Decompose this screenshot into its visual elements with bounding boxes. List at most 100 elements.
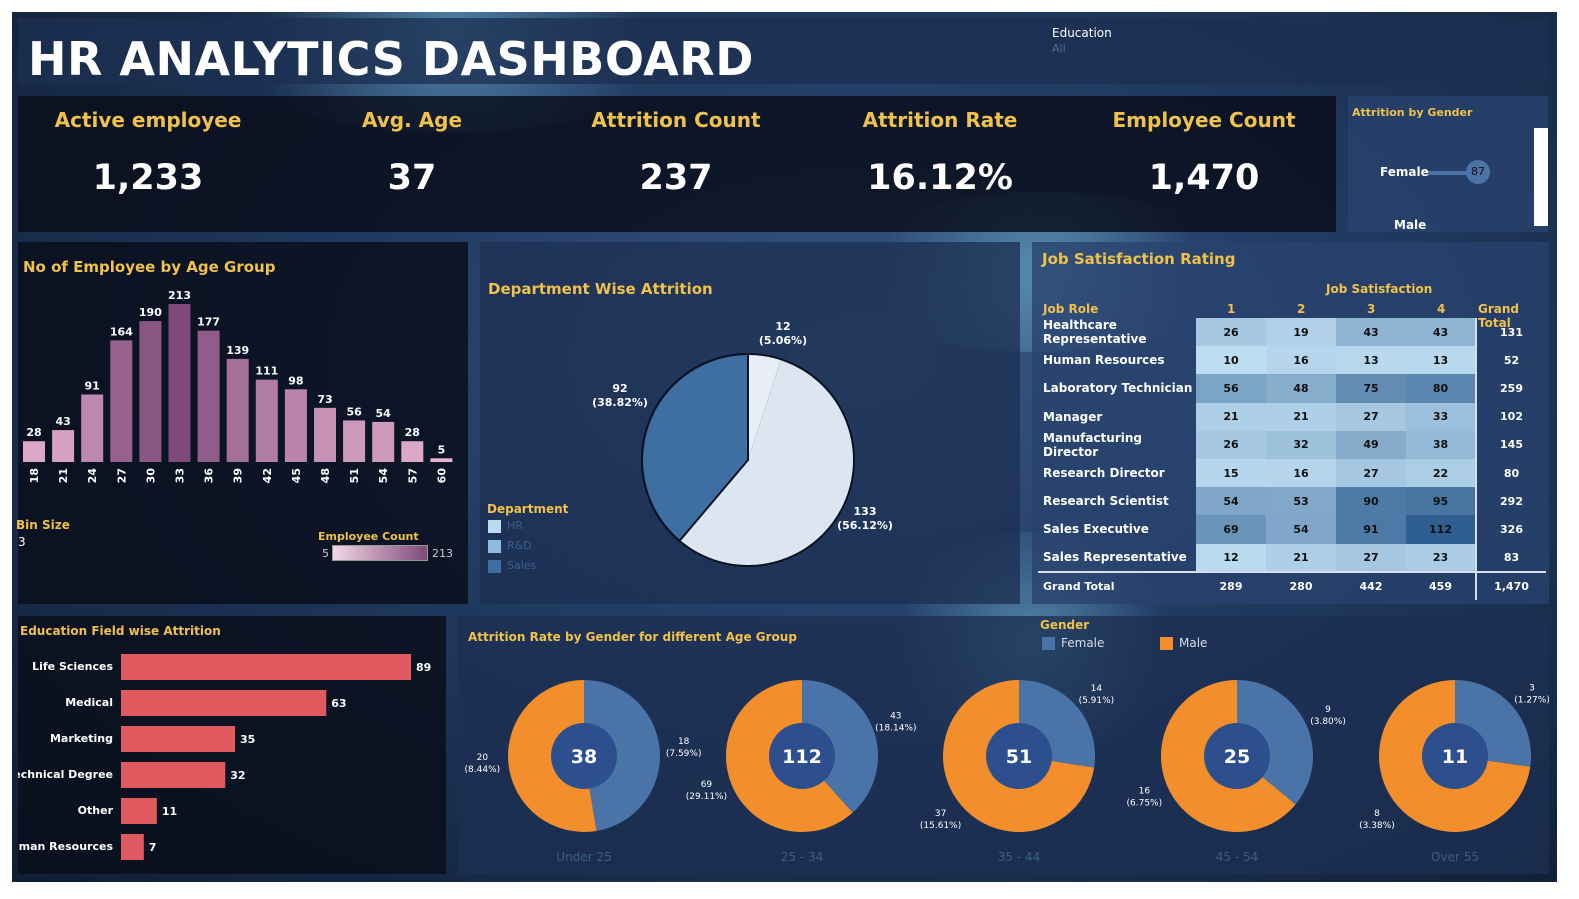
education-bar[interactable] bbox=[121, 654, 411, 680]
satisfaction-cell[interactable]: 21 bbox=[1266, 402, 1336, 431]
age-tick-label: 36 bbox=[203, 468, 216, 484]
education-bar[interactable] bbox=[121, 834, 144, 860]
education-value-label: 7 bbox=[149, 841, 157, 854]
row-total-cell: 52 bbox=[1475, 346, 1546, 375]
age-bar[interactable] bbox=[23, 441, 45, 462]
education-filter-value[interactable]: All bbox=[1052, 42, 1066, 55]
satisfaction-cell[interactable]: 26 bbox=[1196, 430, 1266, 459]
satisfaction-cell[interactable]: 16 bbox=[1266, 346, 1336, 375]
satisfaction-cell[interactable]: 69 bbox=[1196, 515, 1266, 544]
satisfaction-cell[interactable]: 13 bbox=[1336, 346, 1406, 375]
legend-item-hr[interactable]: HR bbox=[488, 519, 523, 533]
age-bar[interactable] bbox=[226, 358, 249, 462]
legend-swatch bbox=[488, 559, 501, 573]
satisfaction-cell[interactable]: 48 bbox=[1266, 374, 1336, 403]
satisfaction-cell[interactable]: 32 bbox=[1266, 430, 1336, 459]
satisfaction-cell[interactable]: 16 bbox=[1266, 458, 1336, 488]
male-label: Male bbox=[1394, 218, 1427, 232]
donut-female-pct: (1.27%) bbox=[1514, 695, 1549, 705]
female-value-dot[interactable]: 87 bbox=[1466, 160, 1490, 184]
satisfaction-cell[interactable]: 112 bbox=[1406, 515, 1476, 544]
satisfaction-cell[interactable]: 23 bbox=[1406, 543, 1476, 572]
bin-size-value[interactable]: 3 bbox=[18, 535, 26, 549]
education-bar[interactable] bbox=[121, 798, 157, 824]
education-bar[interactable] bbox=[121, 690, 327, 716]
table-row: Human Resources 10 16 13 13 52 bbox=[1038, 346, 1546, 375]
education-bar[interactable] bbox=[121, 726, 236, 752]
legend-item-female[interactable]: Female bbox=[1042, 636, 1104, 650]
age-bar-value-label: 43 bbox=[55, 415, 70, 428]
legend-item-sales[interactable]: Sales bbox=[488, 559, 536, 573]
age-tick-label: 39 bbox=[232, 468, 245, 483]
age-tick-label: 42 bbox=[261, 468, 274, 483]
age-bar[interactable] bbox=[81, 394, 104, 462]
row-total-cell: 145 bbox=[1475, 430, 1546, 459]
satisfaction-cell[interactable]: 27 bbox=[1336, 543, 1406, 572]
age-bar[interactable] bbox=[401, 441, 424, 462]
donut-hole bbox=[551, 723, 617, 789]
satisfaction-cell[interactable]: 49 bbox=[1336, 430, 1406, 459]
age-tick-label: 24 bbox=[86, 468, 99, 484]
scrollbar[interactable] bbox=[1534, 128, 1548, 226]
age-group-panel: No of Employee by Age Group 28 18 43 21 91 24… bbox=[16, 242, 468, 604]
age-bar[interactable] bbox=[372, 421, 395, 462]
age-bar[interactable] bbox=[430, 458, 453, 462]
kpi-avg-age: Avg. Age 37 bbox=[292, 96, 532, 198]
age-bar[interactable] bbox=[197, 330, 220, 462]
satisfaction-cell[interactable]: 33 bbox=[1406, 402, 1476, 431]
satisfaction-cell[interactable]: 56 bbox=[1196, 374, 1266, 403]
job-satisfaction-panel: Job Satisfaction Rating Job Satisfaction… bbox=[1032, 242, 1549, 604]
satisfaction-cell[interactable]: 53 bbox=[1266, 487, 1336, 516]
legend-item-rd[interactable]: R&D bbox=[488, 539, 532, 553]
age-bar[interactable] bbox=[255, 379, 278, 462]
age-bar[interactable] bbox=[314, 407, 336, 462]
satisfaction-cell[interactable]: 80 bbox=[1406, 374, 1476, 403]
satisfaction-cell[interactable]: 22 bbox=[1406, 458, 1476, 488]
age-tick-label: 21 bbox=[57, 468, 70, 483]
table-row: Manager 21 21 27 33 102 bbox=[1038, 402, 1546, 431]
satisfaction-cell[interactable]: 43 bbox=[1406, 318, 1476, 347]
satisfaction-cell[interactable]: 26 bbox=[1196, 318, 1266, 347]
kpi-attrition-count: Attrition Count 237 bbox=[556, 96, 796, 198]
satisfaction-cell[interactable]: 21 bbox=[1266, 543, 1336, 572]
age-bar-value-label: 164 bbox=[110, 325, 133, 338]
satisfaction-cell[interactable]: 27 bbox=[1336, 402, 1406, 431]
education-category-label: Other bbox=[78, 804, 114, 817]
age-tick-label: 30 bbox=[144, 468, 157, 484]
age-bar[interactable] bbox=[139, 321, 162, 462]
age-bar[interactable] bbox=[110, 340, 133, 462]
donut-total-label: 25 bbox=[1224, 746, 1250, 768]
age-bar[interactable] bbox=[284, 389, 307, 462]
gender-age-panel: Attrition Rate by Gender for different A… bbox=[458, 616, 1549, 874]
donut-female-slice[interactable] bbox=[584, 680, 660, 831]
col-header-1: 1 bbox=[1227, 302, 1236, 316]
donut-female-value: 43 bbox=[890, 711, 901, 721]
satisfaction-cell[interactable]: 90 bbox=[1336, 487, 1406, 516]
satisfaction-cell[interactable]: 54 bbox=[1196, 487, 1266, 516]
satisfaction-cell[interactable]: 13 bbox=[1406, 346, 1476, 375]
satisfaction-cell[interactable]: 91 bbox=[1336, 515, 1406, 544]
age-bar[interactable] bbox=[343, 420, 366, 462]
age-bar[interactable] bbox=[52, 430, 75, 462]
satisfaction-cell[interactable]: 27 bbox=[1336, 458, 1406, 488]
donut-female-slice[interactable] bbox=[1237, 680, 1313, 805]
satisfaction-cell[interactable]: 19 bbox=[1266, 318, 1336, 347]
age-tick-label: 48 bbox=[319, 468, 332, 483]
satisfaction-cell[interactable]: 15 bbox=[1196, 458, 1266, 488]
satisfaction-cell[interactable]: 10 bbox=[1196, 346, 1266, 375]
table-row: Research Scientist 54 53 90 95 292 bbox=[1038, 487, 1546, 516]
satisfaction-cell[interactable]: 43 bbox=[1336, 318, 1406, 347]
satisfaction-cell[interactable]: 54 bbox=[1266, 515, 1336, 544]
legend-label: Female bbox=[1061, 636, 1105, 650]
satisfaction-cell[interactable]: 95 bbox=[1406, 487, 1476, 516]
legend-max: 213 bbox=[432, 547, 453, 560]
satisfaction-cell[interactable]: 75 bbox=[1336, 374, 1406, 403]
satisfaction-cell[interactable]: 12 bbox=[1196, 543, 1266, 572]
education-bar[interactable] bbox=[121, 762, 226, 788]
satisfaction-cell[interactable]: 21 bbox=[1196, 402, 1266, 431]
education-filter[interactable]: Education All bbox=[1052, 26, 1172, 55]
legend-item-male[interactable]: Male bbox=[1160, 636, 1207, 650]
age-bar[interactable] bbox=[168, 304, 191, 462]
donut-female-slice[interactable] bbox=[802, 680, 878, 813]
satisfaction-cell[interactable]: 38 bbox=[1406, 430, 1476, 459]
